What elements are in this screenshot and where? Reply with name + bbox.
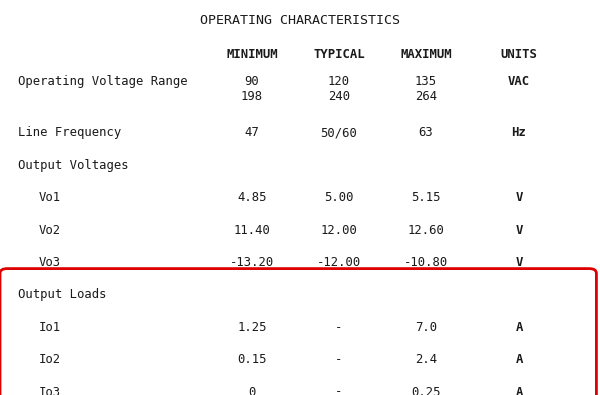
Text: -10.80: -10.80 xyxy=(404,256,448,269)
Text: -: - xyxy=(335,386,343,395)
Text: 135
264: 135 264 xyxy=(415,75,437,103)
Text: 5.00: 5.00 xyxy=(324,191,354,204)
Text: Io1: Io1 xyxy=(39,321,61,334)
Text: 7.0: 7.0 xyxy=(415,321,437,334)
Text: 63: 63 xyxy=(419,126,433,139)
Text: OPERATING CHARACTERISTICS: OPERATING CHARACTERISTICS xyxy=(200,14,400,27)
Text: MAXIMUM: MAXIMUM xyxy=(400,48,452,61)
Text: Io3: Io3 xyxy=(39,386,61,395)
Text: 2.4: 2.4 xyxy=(415,353,437,366)
Text: A: A xyxy=(515,386,523,395)
Text: 47: 47 xyxy=(245,126,259,139)
Text: 0.25: 0.25 xyxy=(411,386,441,395)
Text: UNITS: UNITS xyxy=(500,48,538,61)
Text: -: - xyxy=(335,353,343,366)
Text: Io2: Io2 xyxy=(39,353,61,366)
Text: 120
240: 120 240 xyxy=(328,75,350,103)
Text: Output Voltages: Output Voltages xyxy=(18,159,128,172)
Text: -: - xyxy=(335,321,343,334)
Text: -12.00: -12.00 xyxy=(317,256,361,269)
Text: 50/60: 50/60 xyxy=(320,126,358,139)
Text: 90
198: 90 198 xyxy=(241,75,263,103)
Text: 4.85: 4.85 xyxy=(237,191,267,204)
Text: Vo2: Vo2 xyxy=(39,224,61,237)
Text: Vo1: Vo1 xyxy=(39,191,61,204)
Text: VAC: VAC xyxy=(508,75,530,88)
Text: A: A xyxy=(515,321,523,334)
Text: Operating Voltage Range: Operating Voltage Range xyxy=(18,75,188,88)
Text: TYPICAL: TYPICAL xyxy=(313,48,365,61)
Text: Hz: Hz xyxy=(512,126,526,139)
Text: V: V xyxy=(515,191,523,204)
Text: Vo3: Vo3 xyxy=(39,256,61,269)
Text: 12.60: 12.60 xyxy=(407,224,445,237)
Text: 12.00: 12.00 xyxy=(320,224,358,237)
Text: 0.15: 0.15 xyxy=(237,353,267,366)
Text: Output Loads: Output Loads xyxy=(18,288,107,301)
Text: 11.40: 11.40 xyxy=(233,224,271,237)
Text: -13.20: -13.20 xyxy=(230,256,274,269)
Text: V: V xyxy=(515,256,523,269)
Text: 1.25: 1.25 xyxy=(237,321,267,334)
Text: 0: 0 xyxy=(248,386,256,395)
Text: 5.15: 5.15 xyxy=(411,191,441,204)
Text: MINIMUM: MINIMUM xyxy=(226,48,278,61)
Text: Line Frequency: Line Frequency xyxy=(18,126,121,139)
Text: A: A xyxy=(515,353,523,366)
Text: V: V xyxy=(515,224,523,237)
